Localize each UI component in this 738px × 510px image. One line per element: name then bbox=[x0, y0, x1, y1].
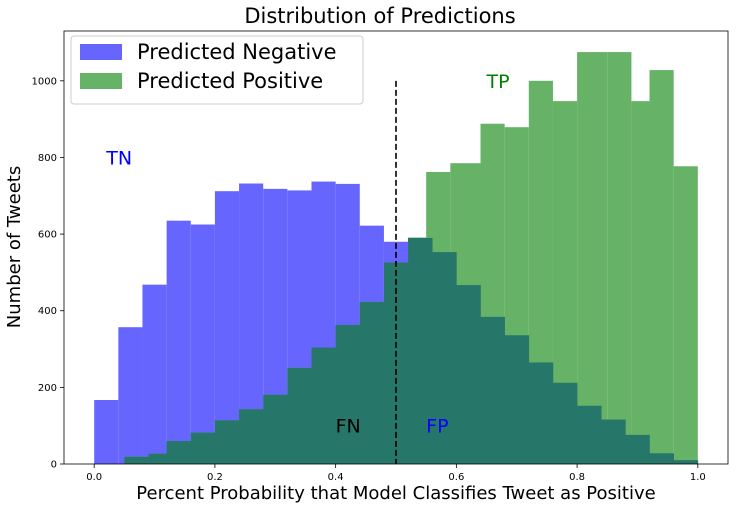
overlap-bar bbox=[214, 420, 240, 464]
negative-bar bbox=[166, 220, 191, 464]
y-tick-label: 200 bbox=[38, 383, 57, 394]
x-tick-label: 1.0 bbox=[690, 472, 706, 483]
y-tick-label: 600 bbox=[38, 230, 57, 241]
y-tick-label: 1000 bbox=[32, 76, 57, 87]
overlap-bar bbox=[239, 409, 264, 464]
overlap-bar bbox=[166, 441, 192, 464]
positive-bar bbox=[631, 101, 650, 464]
positive-bar bbox=[673, 166, 698, 465]
y-axis-label: Number of Tweets bbox=[4, 166, 25, 328]
legend-box bbox=[70, 35, 364, 105]
legend-label: Predicted Positive bbox=[137, 69, 323, 93]
negative-bar bbox=[118, 327, 143, 464]
overlap-bar bbox=[263, 394, 288, 464]
overlap-bar bbox=[625, 434, 632, 464]
y-tick-label: 800 bbox=[38, 153, 57, 164]
overlap-bar bbox=[528, 362, 554, 464]
overlap-bar bbox=[190, 432, 216, 464]
positive-bar bbox=[607, 52, 632, 464]
x-axis-label: Percent Probability that Model Classifie… bbox=[136, 483, 655, 504]
bars-layer bbox=[94, 52, 699, 465]
annotation-tp: TP bbox=[486, 71, 510, 93]
axes-layer: 0.0 0.2 0.4 0.6 0.8 1.0 0 200 400 600 800 1000 bbox=[32, 30, 729, 483]
annotation-fp: FP bbox=[426, 416, 448, 438]
legend-swatch bbox=[80, 44, 122, 60]
chart-title: Distribution of Predictions bbox=[244, 4, 515, 28]
overlap-bar bbox=[287, 367, 312, 464]
negative-bar bbox=[142, 284, 167, 464]
negative-bar bbox=[190, 224, 215, 464]
overlap-bar bbox=[480, 316, 505, 464]
legend-swatch bbox=[80, 73, 122, 89]
x-tick-label: 0.8 bbox=[569, 472, 585, 483]
negative-bar bbox=[94, 400, 119, 464]
overlap-bar bbox=[450, 252, 457, 464]
x-tick-label: 0.2 bbox=[207, 472, 223, 483]
overlap-bar bbox=[311, 347, 336, 464]
overlap-bar bbox=[577, 405, 602, 464]
legend: Predicted Negative Predicted Positive bbox=[70, 35, 364, 105]
negative-bar bbox=[214, 191, 240, 464]
overlap-bar bbox=[456, 285, 481, 464]
overlap-bar bbox=[408, 237, 427, 464]
overlap-bar bbox=[607, 419, 626, 464]
overlap-bar bbox=[673, 460, 699, 464]
overlap-bar bbox=[124, 456, 143, 464]
overlap-bar bbox=[504, 335, 530, 464]
annotations-layer: TN TP FN FP bbox=[105, 71, 509, 438]
overlap-bar bbox=[142, 456, 149, 464]
overlap-bar bbox=[359, 301, 385, 464]
y-tick-label: 400 bbox=[38, 306, 57, 317]
overlap-bar bbox=[601, 419, 608, 464]
legend-label: Predicted Negative bbox=[137, 40, 337, 64]
annotation-fn: FN bbox=[336, 416, 361, 438]
plot-frame bbox=[63, 30, 729, 465]
positive-bar bbox=[649, 70, 674, 464]
x-tick-label: 0.6 bbox=[448, 472, 464, 483]
overlap-bar bbox=[148, 453, 167, 464]
overlap-bar bbox=[335, 324, 361, 464]
overlap-bar bbox=[649, 453, 674, 464]
positive-bar bbox=[577, 52, 608, 464]
overlap-bar bbox=[432, 252, 451, 464]
annotation-tn: TN bbox=[105, 147, 132, 169]
overlap-bar bbox=[631, 434, 650, 464]
y-tick-label: 0 bbox=[51, 460, 57, 471]
x-tick-label: 0.0 bbox=[86, 472, 102, 483]
overlap-bar bbox=[426, 237, 433, 464]
x-tick-label: 0.4 bbox=[328, 472, 344, 483]
overlap-bar bbox=[552, 382, 578, 464]
